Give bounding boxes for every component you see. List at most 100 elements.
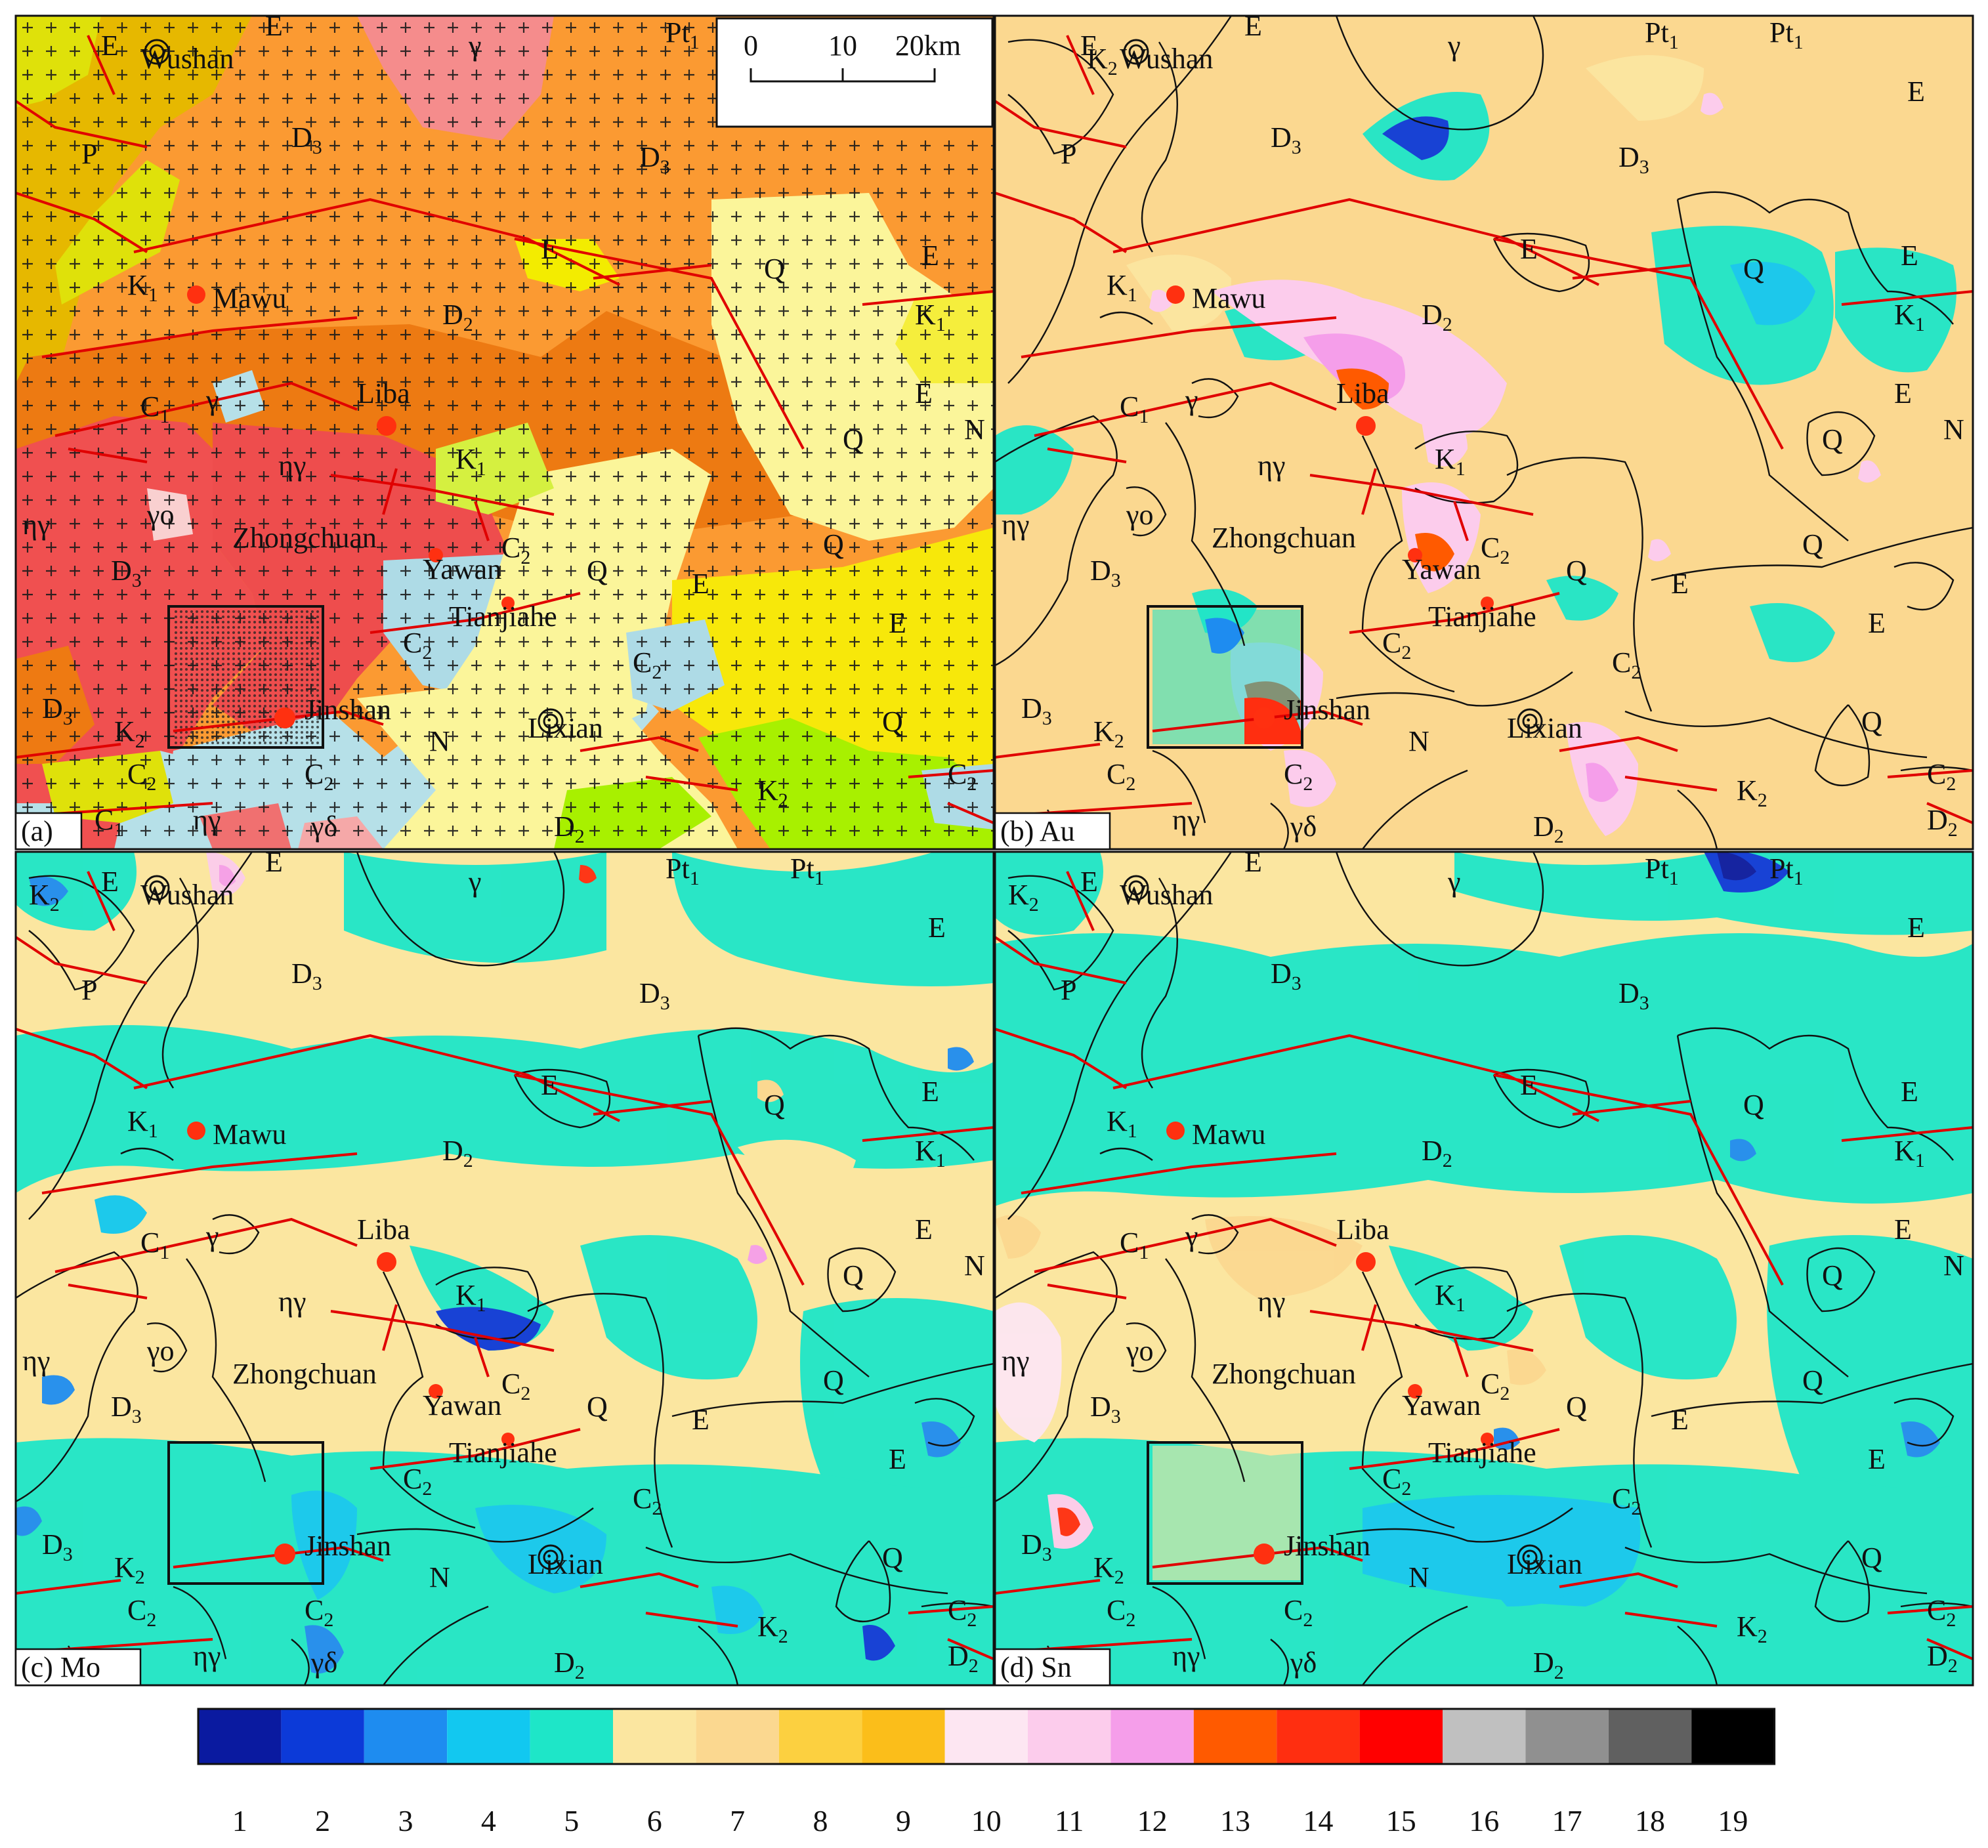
svg-text:γδ: γδ <box>1290 810 1317 843</box>
unit-subscript: 2 <box>135 730 145 752</box>
svg-text:Wushan: Wushan <box>140 43 234 75</box>
colorbar-label: 3 <box>398 1804 413 1838</box>
svg-text:D3: D3 <box>42 1528 73 1565</box>
unit-subscript: 2 <box>1401 642 1411 663</box>
svg-text:Liba: Liba <box>1336 1213 1389 1246</box>
svg-text:E: E <box>1894 1213 1912 1246</box>
colorbar-label: 12 <box>1137 1804 1168 1838</box>
colorbar-label: 1 <box>232 1804 247 1838</box>
unit-subscript: 2 <box>778 789 788 811</box>
svg-text:10: 10 <box>828 30 857 62</box>
svg-text:ηγ: ηγ <box>1172 804 1200 836</box>
svg-text:Tianjiahe: Tianjiahe <box>1428 600 1536 633</box>
svg-text:E: E <box>1244 846 1262 878</box>
panel-c-tag: (c) Mo <box>21 1651 100 1683</box>
svg-text:γ: γ <box>1447 866 1460 898</box>
colorbar-swatch <box>1277 1709 1360 1764</box>
svg-text:E: E <box>1671 568 1689 600</box>
svg-text:C1: C1 <box>1120 1227 1149 1263</box>
svg-text:E: E <box>541 1069 559 1101</box>
colorbar-swatch <box>364 1709 448 1764</box>
unit-subscript: 2 <box>1500 1383 1510 1404</box>
svg-text:γ: γ <box>1185 1220 1198 1252</box>
svg-text:Q: Q <box>882 705 903 738</box>
svg-text:N: N <box>1408 725 1429 757</box>
svg-text:ηγ: ηγ <box>1258 450 1285 482</box>
svg-text:Lixian: Lixian <box>1507 712 1582 744</box>
unit-subscript: 2 <box>1554 826 1564 847</box>
unit-subscript: 2 <box>1401 1478 1411 1500</box>
svg-text:Yawan: Yawan <box>1402 1389 1481 1421</box>
unit-subscript: 2 <box>575 1662 585 1683</box>
colorbar-label: 9 <box>896 1804 911 1838</box>
svg-text:E: E <box>1901 240 1918 272</box>
unit-subscript: 1 <box>936 314 946 335</box>
unit-subscript: 3 <box>1639 992 1649 1014</box>
unit-subscript: 3 <box>312 136 322 158</box>
unit-subscript: 1 <box>148 284 158 306</box>
unit-subscript: 2 <box>1114 730 1124 752</box>
svg-text:Q: Q <box>882 1542 903 1574</box>
unit-subscript: 2 <box>324 1609 333 1631</box>
svg-text:ηγ: ηγ <box>22 1345 50 1377</box>
svg-text:Lixian: Lixian <box>528 712 603 744</box>
unit-subscript: 2 <box>1500 547 1510 568</box>
unit-subscript: 3 <box>1639 156 1649 178</box>
svg-text:P: P <box>1061 974 1076 1006</box>
svg-text:ηγ: ηγ <box>278 450 306 482</box>
unit-subscript: 2 <box>135 1566 145 1588</box>
svg-text:E: E <box>889 1443 906 1475</box>
svg-text:C1: C1 <box>140 1227 169 1263</box>
svg-text:N: N <box>1943 413 1964 446</box>
svg-text:Yawan: Yawan <box>1402 553 1481 585</box>
colorbar-swatch <box>862 1709 945 1764</box>
svg-text:E: E <box>1868 1443 1886 1475</box>
unit-subscript: 3 <box>660 156 670 178</box>
panel-a-tag: (a) <box>21 815 53 847</box>
svg-text:γo: γo <box>1126 499 1153 531</box>
svg-text:E: E <box>1080 866 1098 898</box>
svg-text:Q: Q <box>1566 555 1587 587</box>
unit-subscript: 2 <box>422 1478 432 1500</box>
svg-text:Yawan: Yawan <box>423 1389 501 1421</box>
svg-text:C2: C2 <box>403 627 432 663</box>
svg-text:E: E <box>1671 1404 1689 1436</box>
svg-text:N: N <box>429 725 450 757</box>
svg-text:0: 0 <box>744 30 758 62</box>
unit-subscript: 1 <box>1128 1120 1137 1142</box>
unit-subscript: 2 <box>146 773 156 795</box>
svg-text:Zhongchuan: Zhongchuan <box>232 522 377 554</box>
svg-text:Q: Q <box>1802 1364 1823 1396</box>
unit-subscript: 3 <box>660 992 670 1014</box>
svg-text:Liba: Liba <box>357 1213 410 1246</box>
svg-text:D3: D3 <box>42 692 73 729</box>
unit-subscript: 3 <box>132 570 142 591</box>
svg-text:E: E <box>1907 912 1925 944</box>
svg-text:γδ: γδ <box>310 1647 337 1679</box>
unit-subscript: 2 <box>422 642 432 663</box>
svg-text:ηγ: ηγ <box>22 509 50 541</box>
unit-subscript: 3 <box>1111 570 1121 591</box>
colorbar-label: 18 <box>1635 1804 1665 1838</box>
svg-text:Q: Q <box>1743 253 1764 285</box>
colorbar-label: 10 <box>971 1804 1002 1838</box>
colorbar-swatch <box>1193 1709 1277 1764</box>
unit-subscript: 1 <box>1456 1294 1466 1316</box>
colorbar-label: 11 <box>1055 1804 1084 1838</box>
svg-text:E: E <box>1868 607 1886 639</box>
unit-subscript: 1 <box>159 406 169 427</box>
svg-text:γo: γo <box>146 499 174 531</box>
svg-text:Q: Q <box>1566 1391 1587 1423</box>
unit-subscript: 2 <box>50 894 60 915</box>
svg-text:ηγ: ηγ <box>193 804 221 836</box>
unit-subscript: 1 <box>476 1294 486 1316</box>
svg-text:D2: D2 <box>1533 1647 1564 1683</box>
unit-subscript: 2 <box>1303 1609 1313 1631</box>
svg-text:E: E <box>1894 377 1912 410</box>
svg-text:N: N <box>429 1561 450 1593</box>
svg-text:γo: γo <box>1126 1335 1153 1367</box>
unit-subscript: 3 <box>63 707 73 729</box>
unit-subscript: 2 <box>1631 1498 1641 1519</box>
unit-subscript: 1 <box>936 1150 946 1171</box>
svg-text:γ: γ <box>205 1220 219 1252</box>
